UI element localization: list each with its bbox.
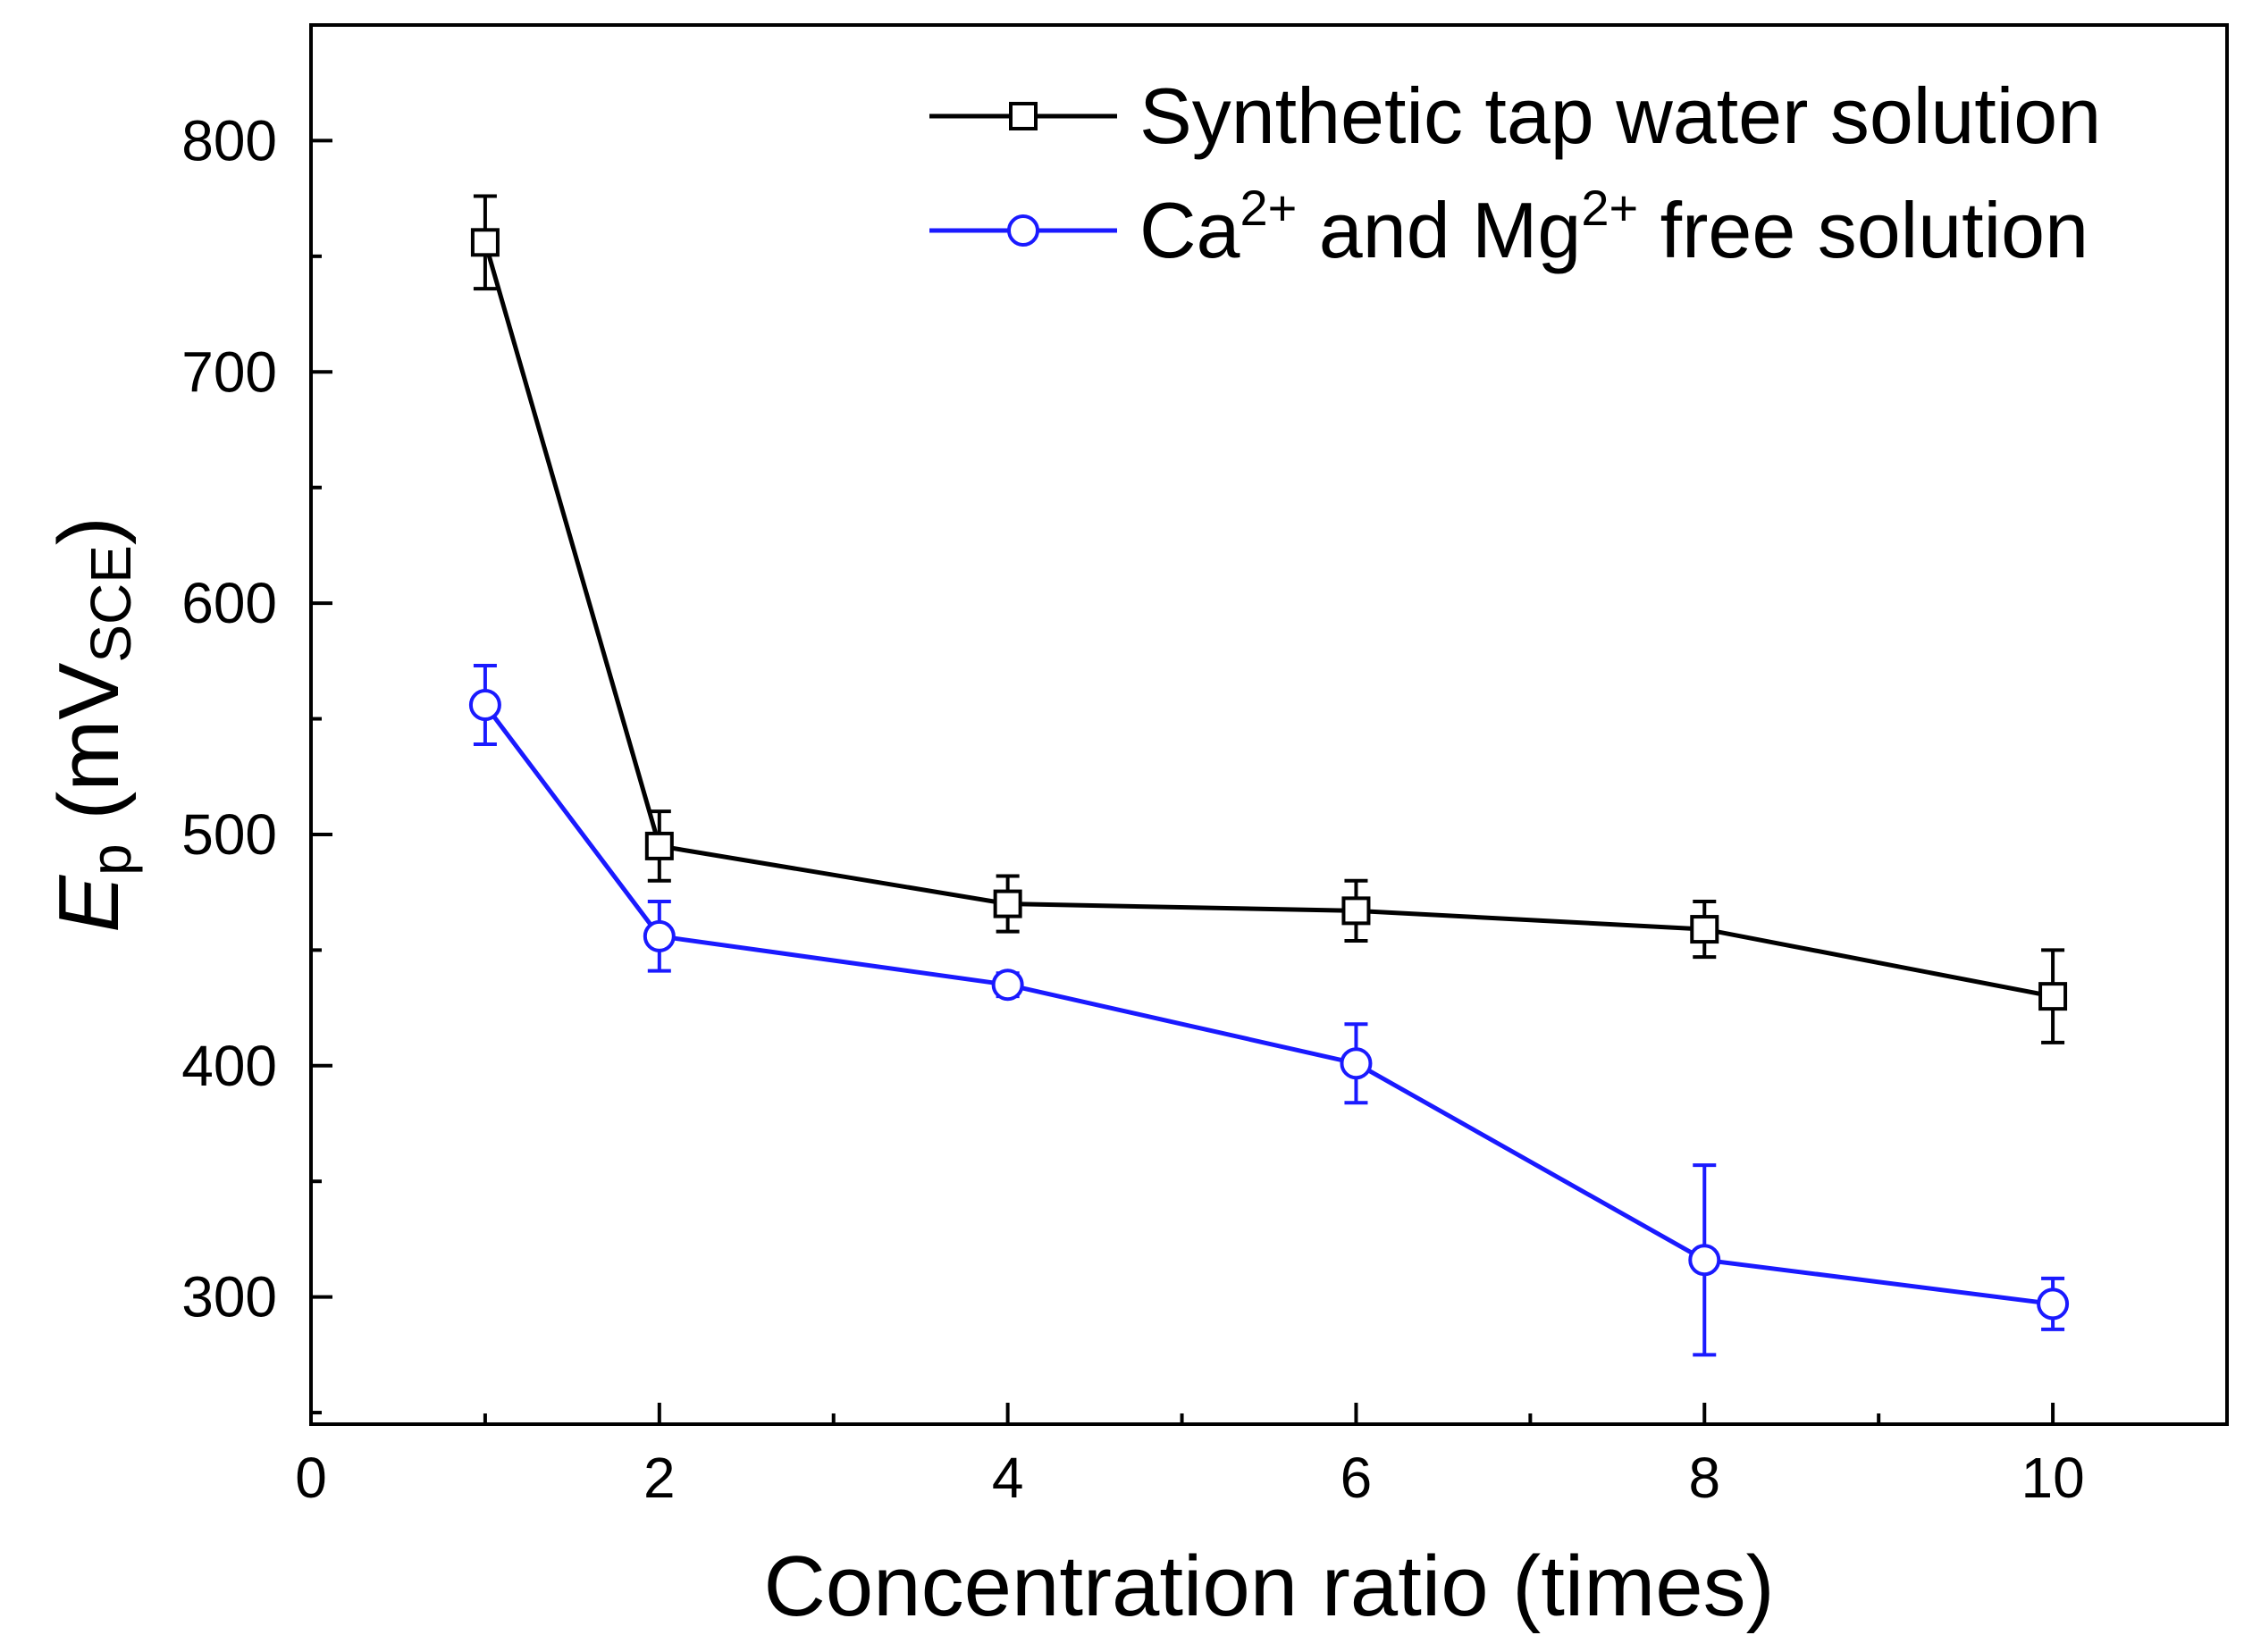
legend-item-ca-mg-free: Ca2+ and Mg2+ free solution [929, 180, 2089, 274]
series-1 [468, 663, 2070, 1357]
legend-label-ca-mg-free: Ca2+ and Mg2+ free solution [1139, 180, 2089, 274]
legend-marker-circle [1007, 214, 1039, 247]
y-axis-label: Ep (mVSCE) [41, 516, 143, 933]
data-point-square [1690, 915, 1719, 944]
y-tick-label: 700 [181, 340, 277, 404]
y-tick-label: 800 [181, 108, 277, 172]
data-point-square [2038, 982, 2068, 1011]
data-point-circle [1688, 1244, 1721, 1277]
y-tick-label: 600 [181, 571, 277, 635]
legend-superscript-mg: 2+ [1581, 180, 1638, 236]
y-tick-label: 300 [181, 1265, 277, 1329]
legend-text-ca: Ca [1139, 186, 1240, 274]
legend: Synthetic tap water solution Ca2+ and Mg… [929, 71, 2101, 274]
x-tick-label: 6 [1341, 1446, 1373, 1510]
legend-text-and-mg: and Mg [1297, 186, 1581, 274]
legend-item-synthetic-tap-water: Synthetic tap water solution [929, 71, 2101, 160]
series-layer [468, 194, 2070, 1357]
y-axis-symbol-subscript: p [79, 843, 143, 876]
series-line [483, 703, 2054, 1306]
data-point-square [1341, 896, 1371, 926]
y-axis-ticks: 300 400 500 600 700 800 [181, 23, 332, 1415]
x-axis-ticks: 0 2 4 6 8 10 [295, 1403, 2085, 1510]
y-axis-unit: (mV [41, 663, 137, 844]
legend-text-free-solution: free solution [1638, 186, 2089, 274]
x-tick-label: 2 [643, 1446, 676, 1510]
data-point-square [470, 228, 500, 257]
series-line [483, 241, 2054, 999]
legend-superscript-ca: 2+ [1240, 180, 1298, 236]
data-point-circle [2037, 1287, 2070, 1321]
x-tick-label: 0 [295, 1446, 327, 1510]
y-tick-label: 500 [181, 802, 277, 867]
y-axis-unit-close: ) [41, 516, 137, 545]
y-axis-unit-subscript: SCE [79, 545, 143, 663]
legend-marker-square [1009, 102, 1038, 130]
data-point-square [644, 831, 674, 860]
x-tick-label: 8 [1688, 1446, 1720, 1510]
data-point-square [993, 889, 1022, 918]
x-axis-label: Concentration ratio (times) [763, 1539, 1774, 1634]
series-0 [470, 194, 2068, 1044]
data-point-circle [643, 919, 676, 952]
data-point-circle [1340, 1047, 1373, 1080]
x-tick-label: 10 [2021, 1446, 2084, 1510]
y-tick-label: 400 [181, 1034, 277, 1098]
x-tick-label: 4 [992, 1446, 1024, 1510]
data-point-circle [991, 969, 1024, 1002]
y-axis-symbol: E [41, 875, 137, 933]
legend-label-synthetic-tap-water: Synthetic tap water solution [1139, 71, 2101, 160]
plot-frame [309, 23, 2229, 1426]
data-point-circle [468, 688, 501, 721]
